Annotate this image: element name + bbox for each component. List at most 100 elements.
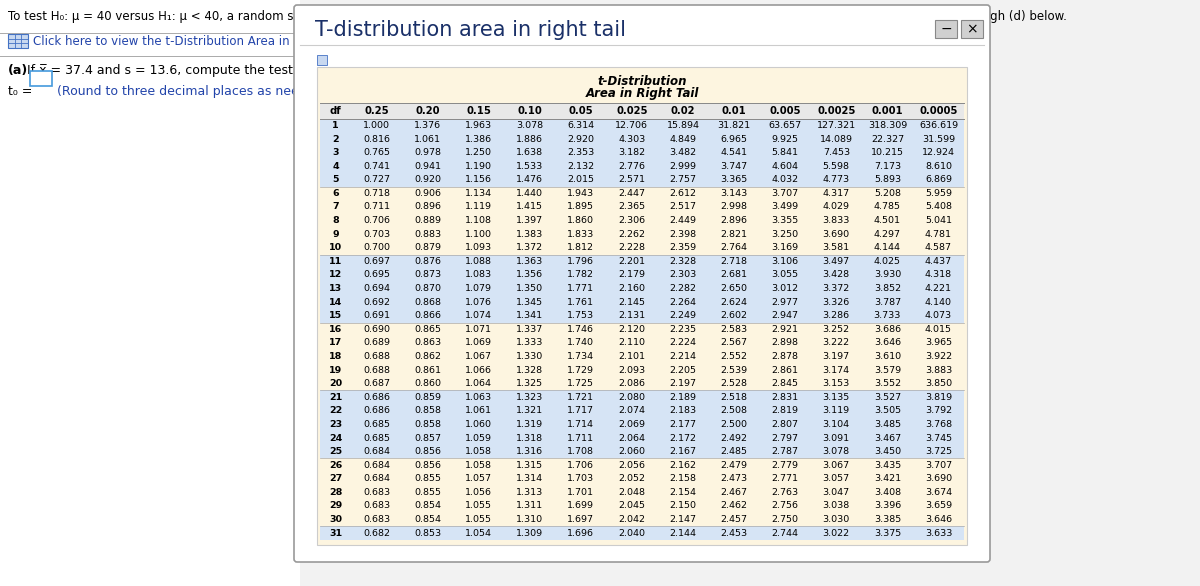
Text: 1.079: 1.079	[466, 284, 492, 293]
Text: 17: 17	[329, 338, 342, 347]
Text: 1.708: 1.708	[568, 447, 594, 456]
Text: 3.610: 3.610	[874, 352, 901, 361]
Bar	[320, 214, 964, 227]
Text: 3.055: 3.055	[772, 270, 799, 280]
Text: 2.158: 2.158	[670, 474, 696, 483]
Text: 27: 27	[329, 474, 342, 483]
Text: 2: 2	[332, 135, 338, 144]
Text: 1.533: 1.533	[516, 162, 544, 171]
Text: 2.110: 2.110	[618, 338, 646, 347]
Bar	[320, 445, 964, 458]
Bar	[320, 282, 964, 295]
Text: 2.264: 2.264	[670, 298, 696, 306]
Text: 2.172: 2.172	[670, 434, 696, 442]
Text: 1.812: 1.812	[568, 243, 594, 252]
Text: 1.069: 1.069	[466, 338, 492, 347]
Bar	[320, 159, 964, 173]
Text: 3.581: 3.581	[823, 243, 850, 252]
Text: 3.552: 3.552	[874, 379, 901, 388]
Text: 5.598: 5.598	[823, 162, 850, 171]
Text: 0.889: 0.889	[414, 216, 442, 225]
Text: 1.753: 1.753	[568, 311, 594, 320]
Text: 3.372: 3.372	[823, 284, 850, 293]
Text: 3.485: 3.485	[874, 420, 901, 429]
Bar	[320, 227, 964, 241]
Text: 2.977: 2.977	[772, 298, 799, 306]
Text: 1.725: 1.725	[568, 379, 594, 388]
Text: 3.355: 3.355	[772, 216, 799, 225]
Text: 3.930: 3.930	[874, 270, 901, 280]
Text: 3.833: 3.833	[822, 216, 850, 225]
Text: 3.143: 3.143	[720, 189, 748, 198]
Bar	[8, 34, 28, 48]
Text: 31.599: 31.599	[922, 135, 955, 144]
Text: 0.854: 0.854	[414, 515, 442, 524]
Text: 2.612: 2.612	[670, 189, 696, 198]
Text: 2.453: 2.453	[720, 529, 748, 538]
Text: 5.208: 5.208	[874, 189, 901, 198]
Text: 2.015: 2.015	[568, 175, 594, 184]
Text: 2.771: 2.771	[772, 474, 799, 483]
Text: 4.221: 4.221	[925, 284, 952, 293]
Text: 0.879: 0.879	[414, 243, 442, 252]
Text: 2.235: 2.235	[670, 325, 696, 334]
Text: 3.326: 3.326	[823, 298, 850, 306]
Bar	[30, 71, 52, 86]
Text: 8: 8	[332, 216, 338, 225]
Text: 0.920: 0.920	[414, 175, 442, 184]
Text: 3.365: 3.365	[720, 175, 748, 184]
Text: 2.567: 2.567	[720, 338, 748, 347]
Text: 0.865: 0.865	[414, 325, 442, 334]
Text: 4.015: 4.015	[925, 325, 952, 334]
Bar	[320, 472, 964, 486]
Bar	[317, 67, 967, 545]
Text: 4.303: 4.303	[618, 135, 646, 144]
Text: 3.450: 3.450	[874, 447, 901, 456]
Text: 3.497: 3.497	[823, 257, 850, 266]
Text: 1.740: 1.740	[568, 338, 594, 347]
Text: 1.717: 1.717	[568, 406, 594, 415]
Text: 0.683: 0.683	[362, 502, 390, 510]
Text: 0.685: 0.685	[362, 420, 390, 429]
Text: 1.314: 1.314	[516, 474, 544, 483]
Text: 2.328: 2.328	[670, 257, 696, 266]
Text: 2.787: 2.787	[772, 447, 799, 456]
Text: 2.183: 2.183	[670, 406, 696, 415]
Text: 0.0005: 0.0005	[919, 106, 958, 116]
Text: 0.941: 0.941	[414, 162, 442, 171]
Text: 2.167: 2.167	[670, 447, 696, 456]
Text: 31.821: 31.821	[718, 121, 751, 130]
Text: 0.741: 0.741	[362, 162, 390, 171]
Text: 8.610: 8.610	[925, 162, 952, 171]
Text: 2.776: 2.776	[618, 162, 646, 171]
Text: 1.860: 1.860	[568, 216, 594, 225]
Text: 3.467: 3.467	[874, 434, 901, 442]
Text: 0.697: 0.697	[362, 257, 390, 266]
Text: 1.714: 1.714	[568, 420, 594, 429]
Text: 0.692: 0.692	[362, 298, 390, 306]
Text: 0.05: 0.05	[569, 106, 593, 116]
Text: 0.727: 0.727	[362, 175, 390, 184]
Bar	[320, 295, 964, 309]
Text: 2.154: 2.154	[670, 488, 696, 497]
Bar	[320, 254, 964, 268]
Text: 2.508: 2.508	[720, 406, 748, 415]
Text: 22: 22	[329, 406, 342, 415]
Text: 1.119: 1.119	[466, 203, 492, 212]
Text: 3.286: 3.286	[823, 311, 850, 320]
Text: 3.633: 3.633	[925, 529, 952, 538]
Text: t₀ =: t₀ =	[8, 85, 32, 98]
Text: 0.861: 0.861	[414, 366, 442, 374]
Text: 1.943: 1.943	[568, 189, 594, 198]
Text: 1.134: 1.134	[466, 189, 492, 198]
Text: 1.316: 1.316	[516, 447, 544, 456]
Text: 2.052: 2.052	[618, 474, 646, 483]
Text: 0.853: 0.853	[414, 529, 442, 538]
Text: 1.313: 1.313	[516, 488, 544, 497]
Bar	[320, 241, 964, 254]
Text: 31: 31	[329, 529, 342, 538]
Text: 28: 28	[329, 488, 342, 497]
Text: 0.816: 0.816	[362, 135, 390, 144]
Text: 3.250: 3.250	[772, 230, 799, 239]
Text: 12.706: 12.706	[616, 121, 648, 130]
